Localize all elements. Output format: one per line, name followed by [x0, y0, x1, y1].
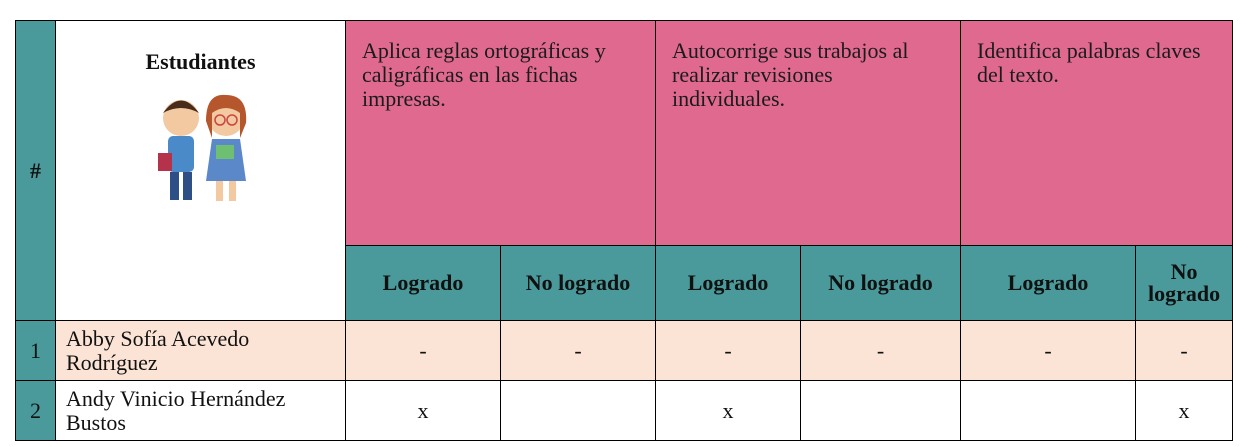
criterion: Identifica palabras claves del texto.: [960, 20, 1234, 246]
evaluation-table: # Estudiantes Aplica reglas ortográficas…: [15, 20, 1234, 441]
mark-cell: [499, 380, 657, 441]
number-header: #: [15, 20, 56, 321]
students-header: Estudiantes: [55, 20, 346, 321]
sub-header: Logrado: [655, 245, 802, 321]
kids-icon: [157, 94, 246, 201]
student-name: Andy Vinicio Hernández Bustos: [55, 380, 346, 441]
sub-header: No logrado: [1135, 245, 1234, 321]
sub-header: Logrado: [960, 245, 1137, 321]
row-number: 2: [15, 380, 56, 441]
sub-header: No logrado: [800, 245, 962, 321]
sub-header: No logrado: [499, 245, 657, 321]
students-title: Estudiantes: [145, 49, 256, 74]
mark-cell: [800, 380, 962, 441]
mark-cell: -: [655, 320, 802, 381]
criterion: Aplica reglas ortográficas y caligráfica…: [344, 20, 657, 246]
mark-cell: -: [800, 320, 962, 381]
table-row: 1 Abby Sofía Acevedo Rodríguez - - - - - -: [15, 320, 1234, 381]
mark-cell: -: [345, 320, 501, 381]
student-name: Abby Sofía Acevedo Rodríguez: [55, 320, 346, 381]
sub-header: Logrado: [345, 245, 501, 321]
mark-cell: x: [1135, 380, 1234, 441]
mark-cell: -: [1135, 320, 1234, 381]
table-row: 2 Andy Vinicio Hernández Bustos x x x: [15, 380, 1234, 441]
mark-cell: x: [345, 380, 501, 441]
row-number: 1: [15, 320, 56, 381]
mark-cell: -: [499, 320, 657, 381]
mark-cell: [960, 380, 1137, 441]
mark-cell: -: [960, 320, 1137, 381]
mark-cell: x: [655, 380, 802, 441]
criterion: Autocorrige sus trabajos al realizar rev…: [655, 20, 962, 246]
